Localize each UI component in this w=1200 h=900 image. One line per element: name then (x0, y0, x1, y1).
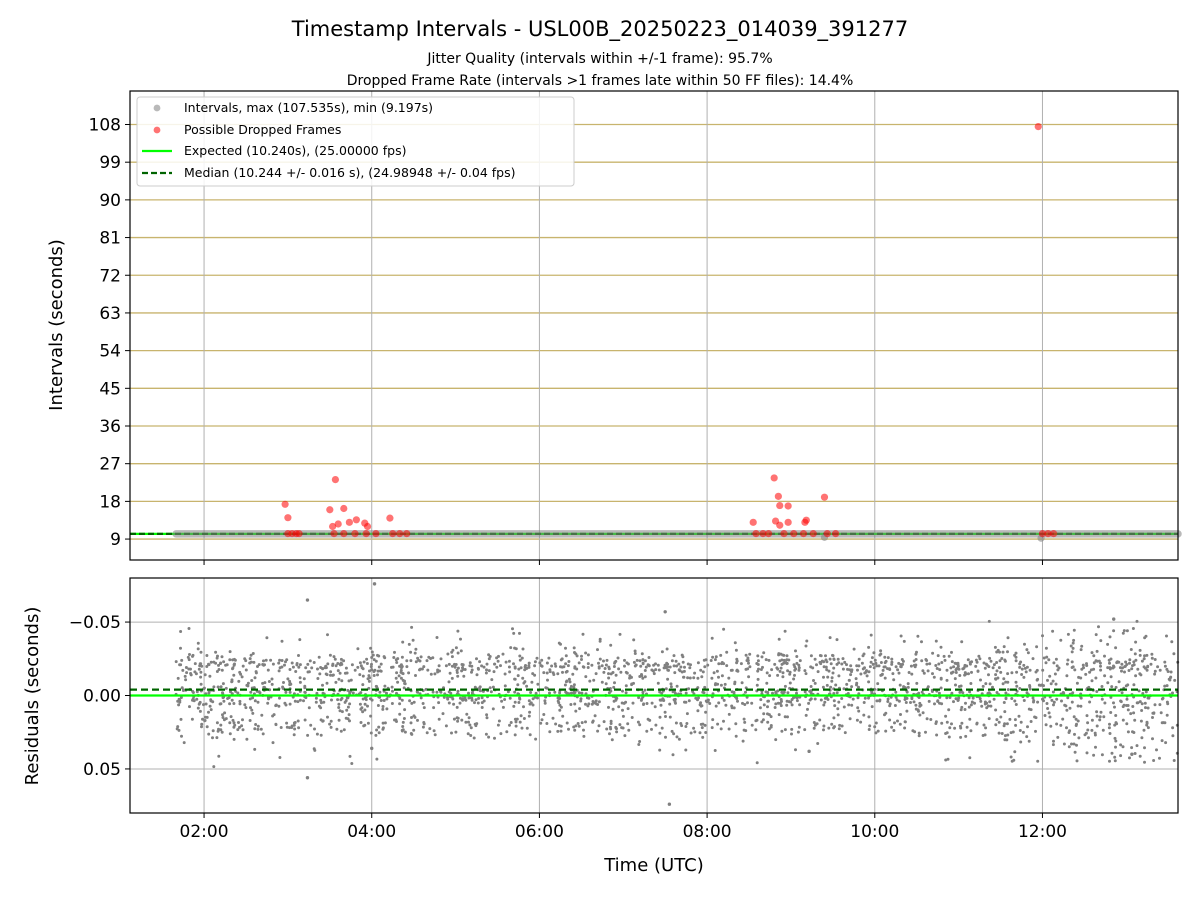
intervals-horizontal-grid (130, 123, 1178, 540)
dropped-frame-point (340, 504, 348, 513)
dropped-frame-point (1044, 530, 1052, 538)
intervals-panel: 9 18 27 36 45 54 63 72 81 90 99 108 Intervals (seco… (46, 90, 1182, 565)
dropped-frame-point (776, 521, 784, 529)
intervals-y-tick-label: 90 (99, 191, 121, 211)
dropped-frame-point (820, 493, 829, 501)
x-tick-label: 06:00 (515, 822, 564, 842)
dropped-frame-point (790, 530, 798, 538)
dropped-frame-point (351, 530, 359, 538)
legend-expected-label: Expected (10.240s), (25.00000 fps) (184, 143, 406, 158)
residual-points (174, 619, 1180, 769)
residual-outlier-point (372, 582, 377, 586)
x-tick-label: 08:00 (683, 822, 732, 842)
dropped-frame-point (340, 530, 348, 538)
dropped-frame-point (823, 530, 831, 538)
chart-subtitle-jitter: Jitter Quality (intervals within +/-1 fr… (426, 51, 772, 67)
intervals-y-tick-label: 63 (99, 304, 121, 324)
x-tick-label: 10:00 (850, 822, 899, 842)
chart-title: Timestamp Intervals - USL00B_20250223_01… (291, 17, 908, 42)
residuals-y-tick-label: 0.00 (83, 687, 121, 707)
dropped-frame-point (1034, 122, 1042, 131)
x-tick-label: 02:00 (180, 822, 229, 842)
dropped-frame-point (403, 530, 411, 538)
dropped-frame-point (1050, 530, 1058, 538)
residuals-y-tick-label: −0.05 (69, 613, 121, 633)
intervals-y-tick-label: 45 (99, 379, 121, 399)
legend-intervals-label: Intervals, max (107.535s), min (9.197s) (184, 100, 433, 115)
residuals-reference-lines (130, 688, 1178, 697)
dropped-frame-point (774, 492, 782, 500)
intervals-y-tick-label: 72 (99, 266, 121, 286)
dropped-frame-point (396, 530, 404, 538)
legend-dropped-marker (153, 126, 161, 134)
dropped-frame-point (784, 502, 792, 510)
dropped-frame-point (770, 474, 778, 482)
dropped-frame-point (780, 530, 788, 538)
dropped-frame-point (281, 500, 289, 508)
dropped-frame-point (372, 530, 380, 538)
residual-outlier-point (1130, 752, 1134, 756)
residuals-panel: −0.05 0.00 0.05 02:00 04:00 06:00 08:00 10:00 1… (22, 577, 1180, 876)
residuals-points (174, 582, 1180, 806)
residual-outlier-point (667, 802, 672, 806)
dropped-frames-points (281, 122, 1058, 538)
intervals-y-axis-label: Intervals (seconds) (46, 239, 67, 411)
legend-median-label: Median (10.244 +/- 0.016 s), (24.98948 +… (184, 165, 515, 180)
dropped-frame-point (799, 530, 808, 538)
intervals-y-tick-label: 18 (99, 492, 121, 512)
legend-box (136, 96, 575, 187)
legend-dropped-label: Possible Dropped Frames (184, 122, 341, 137)
dropped-frame-point (284, 514, 292, 522)
dropped-frame-point (764, 530, 773, 538)
dropped-frame-point (363, 522, 372, 531)
intervals-y-tick-label: 81 (99, 229, 121, 249)
intervals-y-ticks: 9 18 27 36 45 54 63 72 81 90 99 108 (89, 116, 130, 550)
dropped-frame-point (362, 530, 370, 538)
intervals-y-tick-label: 27 (99, 455, 121, 475)
dropped-frame-point (809, 530, 817, 538)
intervals-x-ticks (203, 560, 1043, 565)
residual-outlier-point (1112, 617, 1116, 621)
dropped-frame-point (334, 520, 342, 528)
dropped-frame-point (329, 522, 337, 531)
residual-outlier-point (305, 598, 310, 602)
dropped-frame-point (331, 476, 340, 484)
intervals-axes-frame (129, 90, 1179, 561)
dropped-frame-point (326, 506, 334, 514)
dropped-frame-point (832, 530, 840, 538)
legend-intervals-marker (153, 104, 161, 112)
dropped-frame-point (776, 501, 784, 510)
dropped-frame-point (389, 530, 397, 538)
residuals-y-ticks: −0.05 0.00 0.05 (69, 613, 130, 780)
dropped-frame-point (386, 514, 394, 522)
x-tick-label: 04:00 (347, 822, 396, 842)
residuals-x-ticks: 02:00 04:00 06:00 08:00 10:00 12:00 (180, 813, 1067, 842)
residuals-y-axis-label: Residuals (seconds) (22, 607, 43, 786)
dropped-frame-point (784, 518, 792, 526)
dropped-frame-point (802, 516, 810, 524)
intervals-y-tick-label: 108 (89, 116, 121, 136)
residual-outlier-point (305, 776, 310, 780)
residual-outlier-point (807, 749, 811, 754)
residuals-y-tick-label: 0.05 (83, 760, 121, 780)
residual-outlier-point (370, 746, 374, 751)
dropped-frame-point (749, 518, 757, 526)
residual-outlier-point (663, 610, 667, 614)
intervals-y-tick-label: 99 (99, 153, 121, 173)
dropped-frame-point (295, 530, 303, 538)
intervals-y-tick-label: 9 (110, 530, 121, 550)
dropped-frame-point (352, 516, 360, 524)
dropped-frame-point (759, 530, 767, 538)
intervals-y-tick-label: 54 (99, 342, 121, 362)
dropped-frame-point (1038, 530, 1047, 538)
x-axis-label: Time (UTC) (603, 855, 704, 876)
chart-subtitle-dropped: Dropped Frame Rate (intervals >1 frames … (347, 73, 854, 89)
intervals-y-tick-label: 36 (99, 417, 121, 437)
dropped-frame-point (330, 530, 338, 538)
dropped-frame-point (345, 518, 353, 526)
x-tick-label: 12:00 (1018, 822, 1067, 842)
legend: Intervals, max (107.535s), min (9.197s) … (136, 96, 575, 187)
dropped-frame-point (752, 530, 760, 538)
